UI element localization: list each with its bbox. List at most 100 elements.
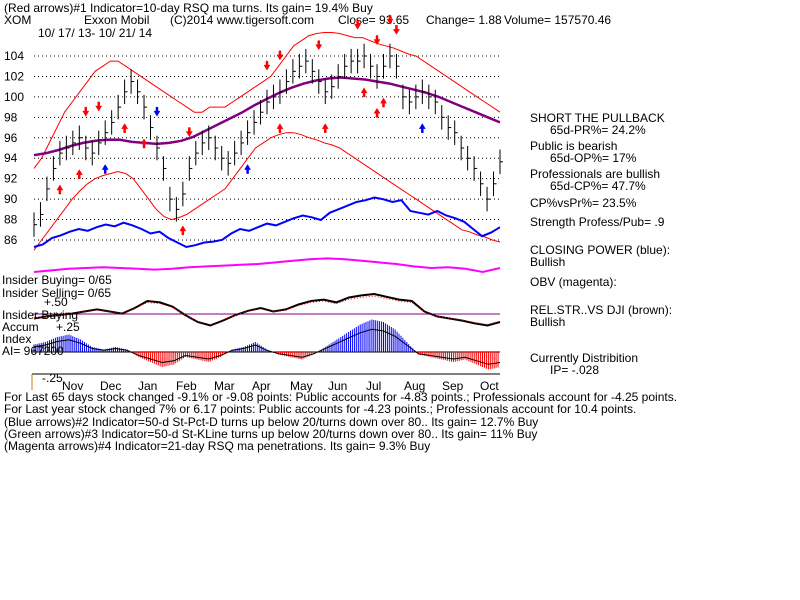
x-tick-label: Nov bbox=[62, 379, 83, 393]
plus-25-label: +.25 bbox=[56, 320, 80, 334]
obv-series bbox=[33, 257, 501, 274]
footer-line-2: For Last year stock changed 7% or 6.17 p… bbox=[4, 402, 636, 416]
insider-buying2-label: Insider Buying bbox=[2, 308, 78, 322]
x-tick-label: Mar bbox=[214, 379, 235, 393]
public-bearish-label: Public is bearish bbox=[530, 139, 617, 153]
red-arrow-up bbox=[179, 225, 187, 236]
header-date-range: 10/ 17/ 13- 10/ 21/ 14 bbox=[38, 26, 152, 40]
header-company: Exxon Mobil bbox=[84, 13, 149, 27]
ma-line bbox=[33, 76, 501, 157]
gridlines bbox=[34, 55, 500, 241]
rel-str-value: Bullish bbox=[530, 315, 565, 329]
blue-arrow-up bbox=[418, 123, 426, 133]
red-arrow-up bbox=[373, 107, 381, 118]
rel-str-line bbox=[33, 292, 501, 327]
cp-vs-pr-label: CP%vsPr%= 23.5% bbox=[530, 196, 637, 210]
ip-label: IP= -.028 bbox=[550, 363, 599, 377]
blue-arrow-up bbox=[244, 164, 252, 174]
signal-arrows bbox=[56, 14, 426, 236]
x-tick-label: Apr bbox=[252, 379, 271, 393]
red-arrow-up bbox=[276, 123, 284, 133]
closing-power-line bbox=[33, 196, 501, 249]
insider-selling-label: Insider Selling= 0/65 bbox=[2, 286, 111, 300]
y-tick-label: 104 bbox=[4, 49, 24, 63]
header-copyright: (C)2014 www.tigersoft.com bbox=[170, 13, 314, 27]
closing-power-label: CLOSING POWER (blue): bbox=[530, 243, 670, 257]
y-tick-label: 102 bbox=[4, 69, 24, 83]
x-tick-label: Jun bbox=[328, 379, 347, 393]
red-arrow-down bbox=[276, 50, 284, 61]
x-tick-label: Jan bbox=[138, 379, 157, 393]
red-arrow-up bbox=[360, 87, 368, 98]
op-65d-label: 65d-OP%= 17% bbox=[550, 151, 637, 165]
red-arrow-up bbox=[56, 184, 64, 195]
red-arrow-down bbox=[393, 25, 400, 35]
footer-line-5: (Magenta arrows)#4 Indicator=21-day RSQ … bbox=[4, 439, 430, 453]
red-arrow-down bbox=[185, 127, 193, 138]
y-tick-label: 96 bbox=[4, 131, 18, 145]
red-arrow-up bbox=[121, 123, 129, 133]
header-indicator-line: (Red arrows)#1 Indicator=10-day RSQ ma t… bbox=[4, 1, 373, 15]
blue-arrow-up bbox=[101, 164, 109, 174]
x-tick-label: Sep bbox=[442, 379, 464, 393]
header-change: Change= 1.88 bbox=[426, 13, 502, 27]
obv-label: OBV (magenta): bbox=[530, 275, 617, 289]
x-tick-label: Jul bbox=[366, 379, 381, 393]
y-tick-label: 86 bbox=[4, 233, 18, 247]
red-arrow-down bbox=[263, 60, 271, 71]
price-bars bbox=[33, 43, 503, 237]
y-tick-label: 98 bbox=[4, 110, 18, 124]
insider-buying-label: Insider Buying= 0/65 bbox=[2, 273, 112, 287]
price-bands bbox=[33, 32, 501, 251]
y-tick-label: 94 bbox=[4, 151, 18, 165]
footer-line-3: (Blue arrows)#2 Indicator=50-d St-Pct-D … bbox=[4, 415, 538, 429]
cp-65d-label: 65d-CP%= 47.7% bbox=[550, 179, 646, 193]
footer-line-4: (Green arrows)#3 Indicator=50-d St-KLine… bbox=[4, 427, 537, 441]
closing-power-series bbox=[33, 196, 501, 249]
red-arrow-up bbox=[321, 123, 329, 133]
x-tick-labels: Nov Dec Jan Feb Mar Apr May Jun Jul Aug Sep Oct bbox=[62, 379, 499, 393]
short-pullback-label: SHORT THE PULLBACK bbox=[530, 111, 665, 125]
distribution-label: Currently Distribition bbox=[530, 351, 638, 365]
y-tick-label: 92 bbox=[4, 172, 18, 186]
x-tick-label: Aug bbox=[404, 379, 425, 393]
index-label: Index bbox=[2, 332, 31, 346]
rel-str-ma-series bbox=[33, 295, 501, 325]
y-tick-label: 88 bbox=[4, 213, 18, 227]
header-close: Close= 93.65 bbox=[338, 13, 409, 27]
red-arrow-up bbox=[380, 97, 387, 108]
obv-line bbox=[33, 257, 501, 274]
y-tick-label: 90 bbox=[4, 192, 18, 206]
ai-label: AI= 967200 bbox=[2, 344, 64, 358]
red-arrow-down bbox=[95, 101, 103, 112]
red-arrow-down bbox=[82, 106, 90, 117]
red-arrow-down bbox=[373, 35, 381, 46]
rel-str-label: REL.STR..VS DJI (brown): bbox=[530, 303, 672, 317]
footer-line-1: For Last 65 days stock changed -9.1% or … bbox=[4, 390, 677, 404]
red-arrow-up bbox=[140, 138, 148, 149]
x-tick-label: Feb bbox=[176, 379, 197, 393]
y-tick-labels: 104 102 100 98 96 94 92 90 88 86 bbox=[4, 49, 24, 247]
accum-ma-series bbox=[33, 328, 501, 365]
header-ticker: XOM bbox=[4, 13, 31, 27]
plus-50-label: +.50 bbox=[44, 295, 68, 309]
accum-label: Accum bbox=[2, 320, 39, 334]
x-tick-label: Dec bbox=[100, 379, 121, 393]
minus-25-label: -.25 bbox=[42, 371, 63, 385]
pr-65d-label: 65d-PR%= 24.2% bbox=[550, 123, 646, 137]
red-arrow-down bbox=[354, 19, 362, 30]
upper-band-line bbox=[33, 32, 501, 169]
closing-power-value: Bullish bbox=[530, 255, 565, 269]
x-tick-label: Oct bbox=[480, 379, 499, 393]
lower-band-line bbox=[33, 132, 501, 251]
accum-index-bars bbox=[33, 319, 501, 370]
blue-arrow-down bbox=[153, 106, 161, 117]
red-arrow-down bbox=[386, 14, 394, 25]
header-volume: Volume= 157570.46 bbox=[504, 13, 611, 27]
red-arrow-down bbox=[315, 40, 323, 51]
pros-bullish-label: Professionals are bullish bbox=[530, 167, 660, 181]
strength-label: Strength Profess/Pub= .9 bbox=[530, 215, 665, 229]
moving-average bbox=[33, 76, 501, 157]
red-arrow-up bbox=[75, 169, 83, 179]
